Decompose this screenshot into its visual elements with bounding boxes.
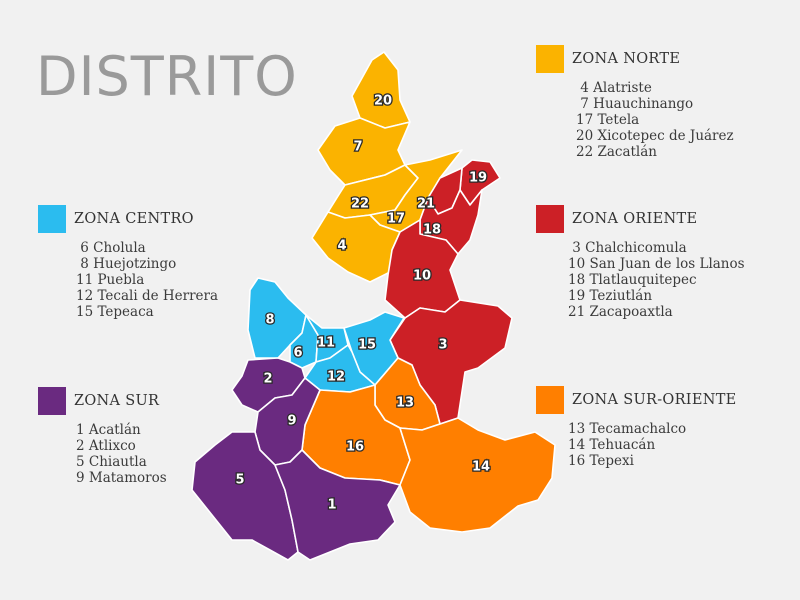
district-list-item: 5 Chiautla bbox=[76, 454, 147, 470]
zona-norte-list: 4 Alatriste 7 Huauchinango 17 Tetela 20 Xi… bbox=[536, 80, 734, 160]
zone-sur-oriente-regions bbox=[301, 357, 556, 533]
district-list-item: 1 Acatlán bbox=[76, 422, 141, 438]
district-list-item: 10 San Juan de los Llanos bbox=[568, 256, 745, 272]
district-list-item: 22 Zacatlán bbox=[576, 144, 657, 160]
district-list-item: 9 Matamoros bbox=[76, 470, 167, 486]
district-labels: 20 7 22 17 4 19 21 18 10 3 8 6 11 15 12 … bbox=[234, 92, 491, 514]
page-title: DISTRITO bbox=[36, 45, 298, 108]
map-label-12: 12 bbox=[327, 370, 345, 385]
map-label-8: 8 bbox=[265, 313, 274, 328]
legend-zona-oriente: ZONA ORIENTE 3 Chalchicomula 10 San Juan … bbox=[536, 205, 745, 320]
map-label-14: 14 bbox=[472, 460, 490, 475]
district-list-item: 8 Huejotzingo bbox=[76, 256, 177, 272]
map-label-16: 16 bbox=[346, 440, 364, 455]
zone-sur-regions bbox=[191, 357, 401, 561]
zona-sur-list: 1 Acatlán 2 Atlixco 5 Chiautla 9 Matamoros bbox=[38, 422, 167, 486]
district-list-item: 20 Xicotepec de Juárez bbox=[576, 128, 734, 144]
district-list-item: 6 Cholula bbox=[76, 240, 146, 256]
legend-zona-sur-oriente: ZONA SUR-ORIENTE 13 Tecamachalco 14 Tehua… bbox=[536, 386, 737, 469]
zona-centro-title: ZONA CENTRO bbox=[74, 211, 194, 227]
map-label-4: 4 bbox=[337, 239, 346, 254]
district-list-item: 21 Zacapoaxtla bbox=[568, 304, 673, 320]
map-label-5: 5 bbox=[235, 473, 244, 488]
district-list-item: 17 Tetela bbox=[576, 112, 640, 128]
legend-zona-norte: ZONA NORTE 4 Alatriste 7 Huauchinango 17 … bbox=[536, 45, 734, 160]
zona-centro-list: 6 Cholula 8 Huejotzingo 11 Puebla 12 Tecal… bbox=[38, 240, 218, 320]
district-list-item: 14 Tehuacán bbox=[568, 437, 656, 453]
zona-centro-swatch bbox=[38, 205, 66, 233]
map-label-9: 9 bbox=[287, 414, 296, 429]
zona-norte-title: ZONA NORTE bbox=[572, 51, 681, 67]
district-list-item: 4 Alatriste bbox=[576, 80, 652, 96]
map-label-2: 2 bbox=[263, 372, 272, 387]
district-list-item: 3 Chalchicomula bbox=[568, 240, 687, 256]
map-label-22: 22 bbox=[351, 197, 369, 212]
zona-oriente-title: ZONA ORIENTE bbox=[572, 211, 698, 227]
district-20[interactable] bbox=[351, 51, 411, 129]
district-1[interactable] bbox=[274, 449, 401, 561]
map-label-10: 10 bbox=[413, 269, 431, 284]
map-label-11: 11 bbox=[317, 336, 335, 351]
zona-sur-oriente-swatch bbox=[536, 386, 564, 414]
district-14[interactable] bbox=[399, 417, 556, 533]
district-list-item: 15 Tepeaca bbox=[76, 304, 154, 320]
zona-sur-swatch bbox=[38, 387, 66, 415]
map-label-18: 18 bbox=[423, 223, 441, 238]
district-list-item: 12 Tecali de Herrera bbox=[76, 288, 219, 304]
district-list-item: 18 Tlatlauquitepec bbox=[568, 272, 697, 288]
map-label-3: 3 bbox=[438, 338, 447, 353]
district-list-item: 11 Puebla bbox=[76, 272, 145, 288]
district-list-item: 13 Tecamachalco bbox=[568, 421, 687, 437]
zona-norte-swatch bbox=[536, 45, 564, 73]
district-list-item: 2 Atlixco bbox=[76, 438, 136, 454]
map-label-7: 7 bbox=[353, 140, 362, 155]
legend-zona-sur: ZONA SUR 1 Acatlán 2 Atlixco 5 Chiautla 9 M… bbox=[38, 387, 167, 486]
district-list-item: 16 Tepexi bbox=[568, 453, 634, 469]
legend-zona-centro: ZONA CENTRO 6 Cholula 8 Huejotzingo 11 Pu… bbox=[38, 205, 218, 320]
district-list-item: 7 Huauchinango bbox=[576, 96, 694, 112]
zona-oriente-swatch bbox=[536, 205, 564, 233]
zona-sur-title: ZONA SUR bbox=[74, 393, 160, 409]
zona-oriente-list: 3 Chalchicomula 10 San Juan de los Llanos… bbox=[536, 240, 745, 320]
zone-norte-regions bbox=[311, 51, 463, 283]
map-label-21: 21 bbox=[417, 197, 435, 212]
district-list-item: 19 Teziutlán bbox=[568, 288, 653, 304]
zone-oriente-regions bbox=[384, 159, 513, 425]
map-label-13: 13 bbox=[396, 396, 414, 411]
map-label-15: 15 bbox=[358, 338, 376, 353]
zona-sur-oriente-list: 13 Tecamachalco 14 Tehuacán 16 Tepexi bbox=[536, 421, 737, 469]
map-label-20: 20 bbox=[374, 94, 392, 109]
zona-sur-oriente-title: ZONA SUR-ORIENTE bbox=[572, 392, 737, 408]
district-5[interactable] bbox=[191, 431, 299, 561]
zone-centro-regions bbox=[247, 277, 405, 393]
map-label-17: 17 bbox=[387, 212, 405, 227]
map-label-1: 1 bbox=[327, 498, 336, 513]
map-label-19: 19 bbox=[469, 171, 487, 186]
map-label-6: 6 bbox=[293, 346, 302, 361]
